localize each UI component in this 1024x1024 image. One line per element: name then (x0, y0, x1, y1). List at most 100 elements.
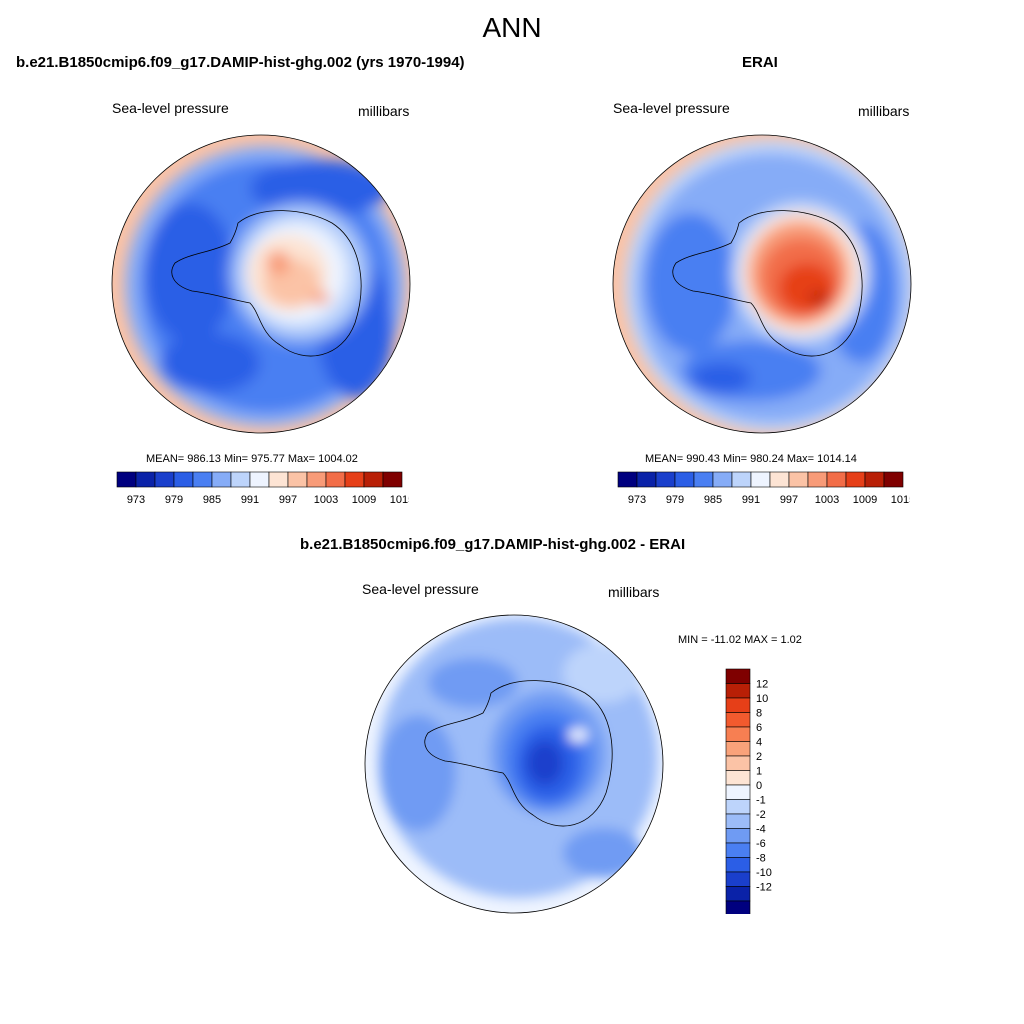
model-polar-map (111, 134, 411, 434)
model-variable-label: Sea-level pressure (112, 100, 229, 116)
colorbar-tick-label: -12 (756, 882, 772, 894)
obs-stats: MEAN= 990.43 Min= 980.24 Max= 1014.14 (645, 453, 857, 465)
colorbar-swatch (826, 471, 847, 488)
colorbar-tick-label: 2 (756, 751, 762, 763)
diff-variable-label: Sea-level pressure (362, 581, 479, 597)
obs-panel-title: ERAI (742, 54, 778, 71)
colorbar-tick-label: -10 (756, 867, 772, 879)
model-units-label: millibars (358, 103, 410, 119)
colorbar-tick-label: 10 (756, 693, 768, 705)
colorbar-tick-label: 6 (756, 722, 762, 734)
colorbar-tick-label: 1 (756, 766, 762, 778)
colorbar-tick-label: 985 (704, 494, 722, 506)
colorbar-swatch (807, 471, 828, 488)
colorbar-swatch (725, 842, 751, 858)
colorbar-swatch (750, 471, 771, 488)
colorbar-swatch (249, 471, 270, 488)
colorbar-tick-label: 4 (756, 737, 762, 749)
colorbar-swatch (693, 471, 714, 488)
obs-units-label: millibars (858, 103, 910, 119)
colorbar-tick-label: -8 (756, 853, 766, 865)
colorbar-swatch (230, 471, 251, 488)
colorbar-tick-label: 973 (127, 494, 145, 506)
model-antarctica-outline (171, 210, 362, 357)
figure-title: ANN (482, 12, 542, 43)
colorbar-swatch (617, 471, 638, 488)
colorbar-swatch (363, 471, 384, 488)
model-stats: MEAN= 986.13 Min= 975.77 Max= 1004.02 (146, 453, 358, 465)
colorbar-swatch (731, 471, 752, 488)
colorbar-tick-label: 979 (165, 494, 183, 506)
colorbar-tick-label: 973 (628, 494, 646, 506)
colorbar-swatch (116, 471, 137, 488)
colorbar-tick-label: 997 (780, 494, 798, 506)
colorbar-tick-label: 1009 (853, 494, 877, 506)
colorbar-swatch (725, 784, 751, 800)
obs-polar-map (612, 134, 912, 434)
diff-antarctica-outline (424, 680, 613, 827)
colorbar-swatch (864, 471, 885, 488)
colorbar-swatch (135, 471, 156, 488)
colorbar-swatch (788, 471, 809, 488)
colorbar-swatch (725, 726, 751, 742)
colorbar-tick-label: -2 (756, 809, 766, 821)
diff-units-label: millibars (608, 584, 660, 600)
colorbar-tick-label: -4 (756, 824, 766, 836)
colorbar-tick-label: 985 (203, 494, 221, 506)
colorbar-swatch (725, 741, 751, 757)
colorbar-tick-label: -1 (756, 795, 766, 807)
obs-variable-label: Sea-level pressure (613, 100, 730, 116)
colorbar-swatch (725, 668, 751, 684)
colorbar-tick-label: -6 (756, 838, 766, 850)
obs-antarctica-outline (672, 210, 863, 357)
colorbar-swatch (636, 471, 657, 488)
colorbar-swatch (712, 471, 733, 488)
colorbar-tick-label: 1003 (314, 494, 338, 506)
colorbar-swatch (211, 471, 232, 488)
colorbar-swatch (725, 813, 751, 829)
colorbar-swatch (725, 755, 751, 771)
colorbar-swatch (725, 712, 751, 728)
colorbar-tick-label: 979 (666, 494, 684, 506)
colorbar-swatch (192, 471, 213, 488)
colorbar-swatch (725, 828, 751, 844)
colorbar-tick-label: 997 (279, 494, 297, 506)
colorbar-swatch (725, 697, 751, 713)
diff-panel-title: b.e21.B1850cmip6.f09_g17.DAMIP-hist-ghg.… (300, 536, 686, 553)
model-colorbar: 973 979 985 991 997 1003 1009 1015 (116, 471, 409, 506)
colorbar-swatch (325, 471, 346, 488)
colorbar-tick-label: 1003 (815, 494, 839, 506)
colorbar-swatch (674, 471, 695, 488)
colorbar-tick-label: 1009 (352, 494, 376, 506)
colorbar-tick-label: 1015 (891, 494, 910, 506)
colorbar-swatch (655, 471, 676, 488)
colorbar-swatch (287, 471, 308, 488)
colorbar-swatch (725, 857, 751, 873)
colorbar-swatch (725, 770, 751, 786)
diff-stats: MIN = -11.02 MAX = 1.02 (678, 634, 802, 646)
colorbar-swatch (725, 886, 751, 902)
colorbar-tick-label: 991 (241, 494, 259, 506)
colorbar-swatch (883, 471, 904, 488)
colorbar-tick-label: 991 (742, 494, 760, 506)
diff-polar-map (364, 614, 664, 914)
colorbar-swatch (344, 471, 365, 488)
colorbar-tick-label: 0 (756, 780, 762, 792)
obs-colorbar: 973 979 985 991 997 1003 1009 1015 (617, 471, 910, 506)
colorbar-swatch (382, 471, 403, 488)
model-panel-title: b.e21.B1850cmip6.f09_g17.DAMIP-hist-ghg.… (16, 54, 465, 71)
colorbar-swatch (173, 471, 194, 488)
colorbar-swatch (154, 471, 175, 488)
colorbar-swatch (725, 900, 751, 914)
colorbar-swatch (306, 471, 327, 488)
colorbar-tick-label: 1015 (390, 494, 409, 506)
colorbar-swatch (725, 683, 751, 699)
colorbar-swatch (268, 471, 289, 488)
colorbar-swatch (725, 871, 751, 887)
colorbar-tick-label: 8 (756, 708, 762, 720)
colorbar-swatch (845, 471, 866, 488)
colorbar-tick-label: 12 (756, 679, 768, 691)
colorbar-swatch (725, 799, 751, 815)
colorbar-swatch (769, 471, 790, 488)
